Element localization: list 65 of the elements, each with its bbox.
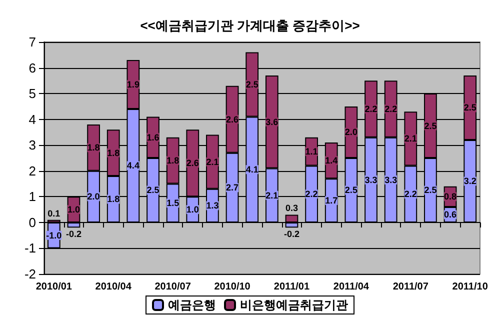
data-label: 2.1	[206, 156, 219, 167]
data-label: 1.7	[325, 196, 338, 206]
data-label: 1.1	[305, 146, 318, 157]
data-label: 1.0	[186, 204, 199, 215]
data-label: 1.4	[325, 156, 338, 166]
data-label: 3.3	[384, 174, 398, 185]
data-label: 1.8	[107, 148, 120, 158]
y-tick-label: 2	[28, 163, 36, 178]
data-label: 1.6	[146, 132, 160, 142]
data-label: 1.9	[126, 80, 140, 90]
chart-title: <<예금취급기관 가계대출 증감추이>>	[140, 18, 360, 33]
data-label: 1.8	[107, 194, 120, 204]
data-label: 2.5	[424, 120, 437, 131]
data-label: 2.0	[344, 127, 358, 138]
x-tick-label: 2011/01	[274, 282, 310, 292]
data-label: 2.5	[424, 185, 437, 196]
data-label: 4.4	[126, 160, 140, 171]
data-label: 2.2	[364, 104, 378, 114]
data-label: 2.5	[146, 185, 160, 196]
y-tick-label: -1	[24, 240, 36, 256]
data-label: 0.8	[444, 192, 457, 202]
data-label: 1.8	[87, 142, 100, 153]
data-label: -1.0	[46, 230, 62, 240]
y-tick-label: -2	[24, 266, 36, 282]
data-label: 0.6	[444, 210, 457, 220]
data-label: 1.8	[166, 156, 180, 166]
data-label: 2.6	[226, 114, 239, 124]
data-label: 2.5	[464, 102, 476, 113]
y-tick-label: 6	[28, 60, 36, 76]
data-label: 1.0	[67, 204, 80, 215]
y-tick-label: 5	[28, 86, 36, 102]
x-tick-label: 2011/07	[392, 282, 429, 292]
y-tick-label: 7	[28, 34, 36, 50]
data-label: 0.1	[48, 208, 60, 218]
x-tick-label: 2011/04	[333, 282, 370, 292]
legend-label: 예금은행	[168, 298, 216, 312]
data-label: -0.2	[66, 229, 82, 240]
data-label: 2.2	[384, 104, 398, 114]
data-label: 4.1	[246, 164, 258, 175]
data-label: 2.5	[246, 80, 258, 90]
legend-label: 비은행예금취급기관	[240, 298, 348, 312]
data-label: 3.3	[364, 174, 378, 185]
y-tick-label: 1	[28, 189, 36, 204]
y-tick-label: 3	[28, 138, 36, 153]
data-label: 3.2	[464, 176, 476, 186]
data-label: 3.6	[266, 116, 278, 127]
data-label: 1.3	[206, 200, 219, 211]
x-tick-label: 2010/10	[214, 282, 251, 292]
data-label: 2.1	[266, 190, 278, 200]
data-label: 2.0	[87, 192, 100, 202]
data-label: -0.2	[284, 229, 300, 240]
data-label: 1.5	[166, 198, 180, 208]
y-tick-label: 4	[28, 112, 36, 127]
x-tick-label: 2010/04	[95, 282, 132, 292]
data-label: 2.7	[226, 182, 239, 193]
x-tick-label: 2010/07	[154, 282, 192, 292]
data-label: 2.2	[305, 189, 318, 200]
data-label: 2.2	[404, 189, 417, 200]
data-label: 2.1	[404, 134, 417, 144]
x-tick-label: 2011/10	[452, 282, 488, 292]
y-tick-label: 0	[28, 214, 36, 230]
data-label: 0.3	[285, 203, 298, 214]
data-label: 2.5	[344, 185, 358, 196]
data-label: 2.6	[186, 158, 199, 168]
x-tick-label: 2010/01	[36, 282, 72, 292]
